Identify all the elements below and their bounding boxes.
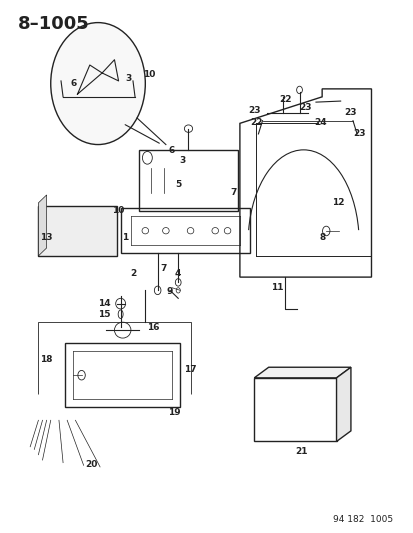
Bar bbox=[120, 208, 249, 253]
Text: 4: 4 bbox=[175, 269, 181, 278]
Circle shape bbox=[51, 22, 145, 144]
Text: 8–1005: 8–1005 bbox=[18, 14, 89, 33]
Text: 7: 7 bbox=[230, 188, 236, 197]
Polygon shape bbox=[254, 367, 350, 378]
Text: 16: 16 bbox=[147, 323, 159, 332]
Text: 21: 21 bbox=[294, 447, 307, 456]
Text: 19: 19 bbox=[167, 408, 180, 417]
Text: 7: 7 bbox=[160, 264, 166, 272]
Text: 18: 18 bbox=[40, 355, 53, 364]
Text: 11: 11 bbox=[270, 283, 282, 292]
Text: 3: 3 bbox=[126, 74, 132, 83]
Text: 22: 22 bbox=[278, 95, 291, 104]
Text: 3: 3 bbox=[179, 156, 185, 165]
Text: 17: 17 bbox=[184, 366, 197, 374]
Text: 20: 20 bbox=[85, 460, 98, 469]
Text: 22: 22 bbox=[249, 118, 262, 127]
Text: 1: 1 bbox=[121, 233, 128, 242]
Text: 9: 9 bbox=[166, 287, 173, 296]
Text: 14: 14 bbox=[97, 299, 110, 308]
Text: 23: 23 bbox=[247, 106, 260, 115]
Text: 6: 6 bbox=[70, 79, 76, 88]
Text: 2: 2 bbox=[130, 269, 136, 278]
Polygon shape bbox=[38, 195, 47, 256]
Text: 6: 6 bbox=[169, 147, 175, 156]
Text: 94 182  1005: 94 182 1005 bbox=[332, 515, 392, 523]
Text: 23: 23 bbox=[299, 103, 311, 112]
Text: 23: 23 bbox=[344, 108, 356, 117]
Bar bbox=[65, 343, 180, 407]
Text: 8: 8 bbox=[318, 233, 325, 242]
Bar bbox=[139, 150, 237, 211]
Polygon shape bbox=[38, 206, 116, 256]
Text: 10: 10 bbox=[112, 206, 124, 215]
Text: 5: 5 bbox=[175, 180, 181, 189]
Text: 23: 23 bbox=[352, 130, 365, 139]
Polygon shape bbox=[336, 367, 350, 441]
Text: 10: 10 bbox=[143, 70, 155, 79]
Text: 24: 24 bbox=[313, 118, 325, 127]
Text: 13: 13 bbox=[40, 233, 53, 242]
Text: 12: 12 bbox=[332, 198, 344, 207]
Text: 15: 15 bbox=[98, 310, 110, 319]
Bar bbox=[254, 378, 336, 441]
